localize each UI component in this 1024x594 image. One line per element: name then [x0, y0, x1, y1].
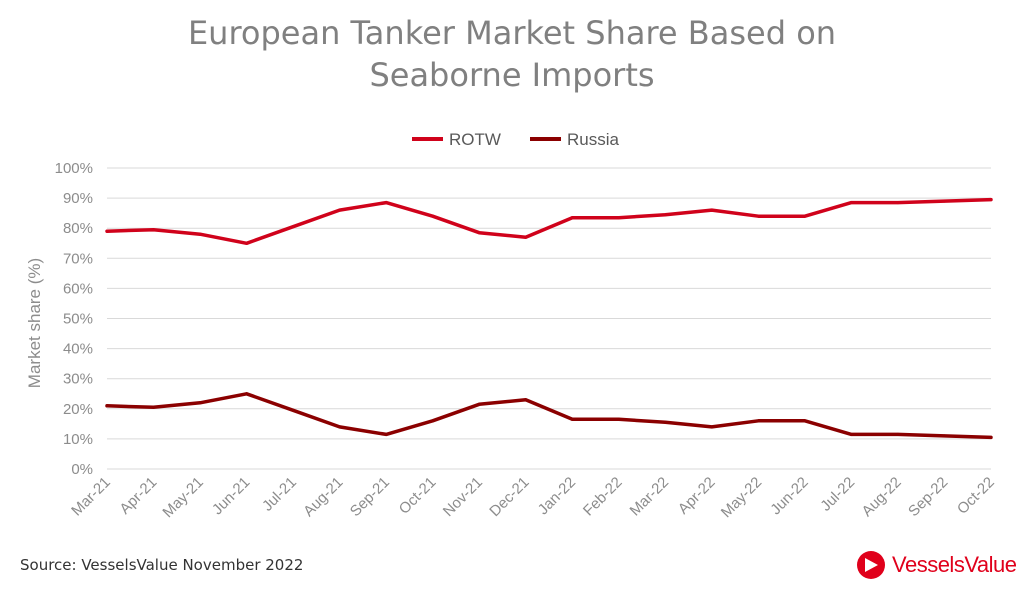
chart-title-line-1: European Tanker Market Share Based on [188, 14, 836, 52]
x-tick-label: Mar-22 [627, 474, 673, 520]
x-tick-label: May-21 [159, 474, 206, 521]
x-axis-ticks: Mar-21 Apr-21 May-21 Jun-21 Jul-21 Aug-21 Sep-… [68, 474, 998, 521]
x-tick-label: Nov-21 [440, 474, 486, 520]
legend-label-rotw: ROTW [449, 130, 501, 149]
y-tick-label: 80% [63, 220, 93, 237]
data-point-russia [570, 417, 574, 421]
data-point-rotw [291, 225, 295, 229]
logo-mark-icon [857, 551, 885, 579]
y-tick-label: 70% [63, 250, 93, 267]
data-point-rotw [338, 208, 342, 212]
x-tick-label: Dec-21 [486, 474, 532, 520]
data-point-russia [198, 401, 202, 405]
data-point-rotw [942, 199, 946, 203]
data-point-rotw [198, 232, 202, 236]
data-point-rotw [896, 201, 900, 205]
data-point-rotw [384, 201, 388, 205]
x-tick-label: Sep-21 [347, 474, 393, 520]
source-note: Source: VesselsValue November 2022 [20, 556, 304, 574]
series-lines [105, 197, 993, 440]
data-point-russia [338, 425, 342, 429]
data-point-rotw [849, 201, 853, 205]
data-point-russia [245, 392, 249, 396]
y-tick-label: 20% [63, 401, 93, 418]
data-point-russia [477, 402, 481, 406]
data-point-russia [803, 419, 807, 423]
legend-label-russia: Russia [567, 130, 620, 149]
data-point-russia [989, 435, 993, 439]
chart-title-line-2: Seaborne Imports [369, 56, 654, 94]
y-tick-label: 10% [63, 431, 93, 448]
x-tick-label: Sep-22 [905, 474, 951, 520]
data-point-rotw [152, 228, 156, 232]
data-point-russia [663, 420, 667, 424]
x-tick-label: Jul-22 [817, 474, 858, 515]
data-point-rotw [570, 216, 574, 220]
data-point-rotw [710, 208, 714, 212]
data-point-russia [849, 432, 853, 436]
y-tick-label: 40% [63, 341, 93, 358]
y-axis-label: Market share (%) [25, 258, 44, 388]
x-tick-label: Aug-22 [859, 474, 905, 520]
x-tick-label: Jan-22 [535, 474, 579, 518]
y-tick-label: 0% [71, 461, 93, 478]
data-point-rotw [989, 198, 993, 202]
data-point-rotw [803, 214, 807, 218]
x-tick-label: Mar-21 [68, 474, 114, 520]
logo-text: VesselsValue [892, 552, 1017, 577]
x-tick-label: Aug-21 [300, 474, 346, 520]
series-line-russia [105, 392, 993, 440]
y-tick-label: 50% [63, 311, 93, 328]
x-tick-label: Apr-21 [116, 474, 160, 518]
data-point-russia [431, 419, 435, 423]
data-point-rotw [105, 229, 109, 233]
y-tick-label: 100% [55, 160, 93, 177]
y-tick-label: 30% [63, 371, 93, 388]
x-tick-label: Jul-21 [259, 474, 300, 515]
x-tick-label: Feb-22 [580, 474, 626, 520]
data-point-rotw [524, 235, 528, 239]
data-point-russia [105, 404, 109, 408]
data-point-rotw [756, 214, 760, 218]
x-tick-label: Jun-22 [767, 474, 811, 518]
data-point-rotw [617, 216, 621, 220]
brand-logo: VesselsValue [856, 550, 1017, 580]
data-point-rotw [431, 214, 435, 218]
data-point-russia [291, 408, 295, 412]
series-line-rotw [105, 197, 993, 246]
data-point-rotw [663, 213, 667, 217]
data-point-russia [384, 432, 388, 436]
data-point-russia [617, 417, 621, 421]
data-point-russia [152, 405, 156, 409]
gridlines [107, 167, 991, 470]
y-tick-label: 90% [63, 190, 93, 207]
x-tick-label: May-22 [718, 474, 765, 521]
data-point-russia [756, 419, 760, 423]
data-point-rotw [477, 231, 481, 235]
x-tick-label: Oct-21 [396, 474, 440, 518]
data-point-russia [896, 432, 900, 436]
x-tick-label: Oct-22 [954, 474, 998, 518]
x-tick-label: Jun-21 [209, 474, 253, 518]
x-tick-label: Apr-22 [675, 474, 719, 518]
y-tick-label: 60% [63, 280, 93, 297]
legend: ROTW Russia [412, 130, 620, 149]
y-axis-ticks: 0% 10% 20% 30% 40% 50% 60% 70% 80% 90% 100% [55, 160, 93, 478]
data-point-russia [710, 425, 714, 429]
data-point-russia [524, 398, 528, 402]
data-point-rotw [245, 241, 249, 245]
data-point-russia [942, 434, 946, 438]
